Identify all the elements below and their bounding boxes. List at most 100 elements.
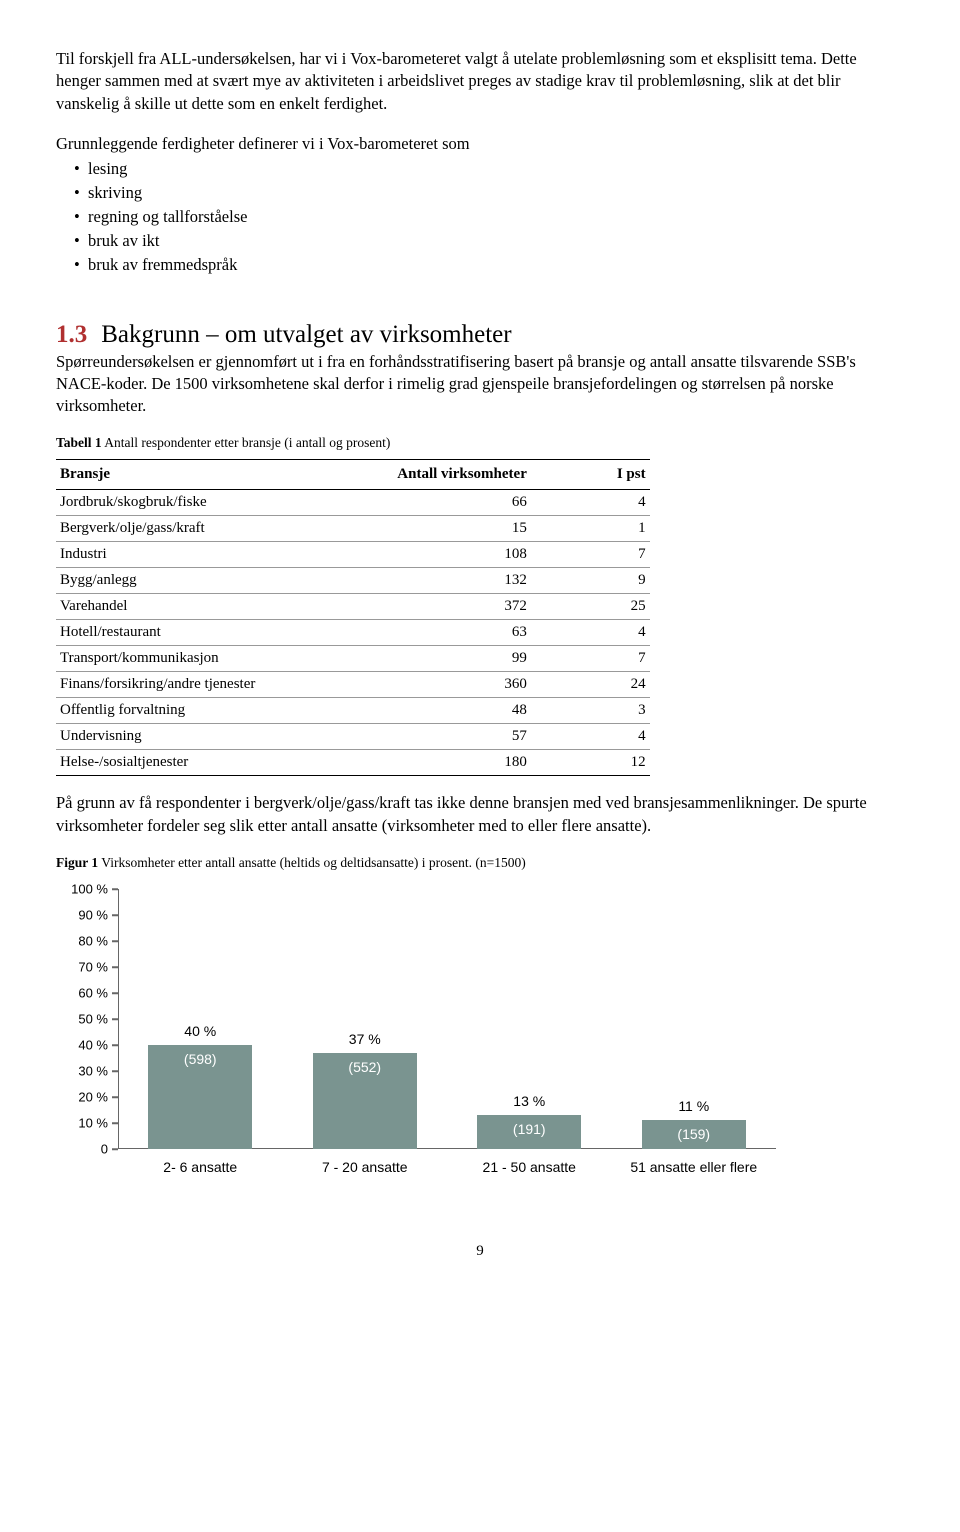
y-tick [112, 1148, 118, 1150]
table-cell: 7 [531, 542, 650, 568]
y-axis-label: 10 % [56, 1116, 108, 1131]
table-cell: 180 [329, 750, 531, 776]
bar-percent-label: 13 % [477, 1093, 581, 1109]
skills-list-item: bruk av fremmedspråk [74, 253, 904, 277]
chart-bar: 37 %(552) [313, 1053, 417, 1149]
post-table-paragraph: På grunn av få respondenter i bergverk/o… [56, 792, 904, 837]
section-body: Spørreundersøkelsen er gjennomført ut i … [56, 351, 904, 418]
y-tick [112, 966, 118, 968]
y-axis-label: 90 % [56, 908, 108, 923]
figure1-chart: 010 %20 %30 %40 %50 %60 %70 %80 %90 %100… [56, 881, 776, 1191]
table-cell: Offentlig forvaltning [56, 698, 329, 724]
table-cell: 372 [329, 594, 531, 620]
table-cell: 3 [531, 698, 650, 724]
y-tick [112, 940, 118, 942]
table-cell: 1 [531, 516, 650, 542]
table-cell: 7 [531, 646, 650, 672]
y-tick [112, 992, 118, 994]
table1-header-bransje: Bransje [56, 460, 329, 490]
table-row: Finans/forsikring/andre tjenester36024 [56, 672, 650, 698]
table-cell: Helse-/sosialtjenester [56, 750, 329, 776]
y-axis-label: 100 % [56, 882, 108, 897]
bar-percent-label: 37 % [313, 1031, 417, 1047]
y-tick [112, 1096, 118, 1098]
table-cell: 99 [329, 646, 531, 672]
chart-bar-rect: 11 %(159) [642, 1120, 746, 1149]
skills-list-item: skriving [74, 181, 904, 205]
section-heading: 1.3 Bakgrunn – om utvalget av virksomhete… [56, 321, 904, 349]
table-cell: 12 [531, 750, 650, 776]
table1-header-pst: I pst [531, 460, 650, 490]
table-cell: 4 [531, 724, 650, 750]
table1: Bransje Antall virksomheter I pst Jordbr… [56, 459, 650, 776]
bar-percent-label: 40 % [148, 1023, 252, 1039]
y-axis-label: 40 % [56, 1038, 108, 1053]
table-cell: Hotell/restaurant [56, 620, 329, 646]
chart-bar: 11 %(159) [642, 1120, 746, 1149]
figure1-caption-rest: Virksomheter etter antall ansatte (helti… [98, 855, 526, 870]
y-axis-label: 70 % [56, 960, 108, 975]
table1-caption: Tabell 1 Antall respondenter etter brans… [56, 435, 904, 451]
table1-caption-bold: Tabell 1 [56, 435, 102, 450]
table-cell: 15 [329, 516, 531, 542]
table-cell: 108 [329, 542, 531, 568]
table-row: Undervisning574 [56, 724, 650, 750]
y-tick [112, 914, 118, 916]
list-intro: Grunnleggende ferdigheter definerer vi i… [56, 133, 904, 155]
table-row: Bergverk/olje/gass/kraft151 [56, 516, 650, 542]
y-axis-label: 0 [56, 1142, 108, 1157]
table-cell: 24 [531, 672, 650, 698]
y-axis-label: 20 % [56, 1090, 108, 1105]
y-tick [112, 888, 118, 890]
skills-list-item: lesing [74, 157, 904, 181]
skills-list: lesingskrivingregning og tallforståelseb… [56, 157, 904, 277]
table-cell: Bygg/anlegg [56, 568, 329, 594]
skills-list-item: bruk av ikt [74, 229, 904, 253]
table-cell: 360 [329, 672, 531, 698]
table1-header-antall: Antall virksomheter [329, 460, 531, 490]
table-row: Hotell/restaurant634 [56, 620, 650, 646]
bar-count-label: (159) [642, 1126, 746, 1142]
table-cell: Bergverk/olje/gass/kraft [56, 516, 329, 542]
table-cell: Finans/forsikring/andre tjenester [56, 672, 329, 698]
chart-bar-rect: 13 %(191) [477, 1115, 581, 1149]
y-axis-label: 80 % [56, 934, 108, 949]
x-axis-label: 7 - 20 ansatte [285, 1159, 445, 1175]
table-cell: Jordbruk/skogbruk/fiske [56, 490, 329, 516]
bar-count-label: (191) [477, 1121, 581, 1137]
bar-percent-label: 11 % [642, 1098, 746, 1114]
table-row: Industri1087 [56, 542, 650, 568]
table-row: Jordbruk/skogbruk/fiske664 [56, 490, 650, 516]
section-number: 1.3 [56, 321, 87, 348]
x-axis-label: 2- 6 ansatte [120, 1159, 280, 1175]
table-row: Varehandel37225 [56, 594, 650, 620]
table-cell: 66 [329, 490, 531, 516]
page-number: 9 [56, 1243, 904, 1260]
section-title: Bakgrunn – om utvalget av virksomheter [101, 321, 511, 348]
y-axis-label: 50 % [56, 1012, 108, 1027]
table-cell: Varehandel [56, 594, 329, 620]
y-tick [112, 1044, 118, 1046]
table1-header-row: Bransje Antall virksomheter I pst [56, 460, 650, 490]
table1-caption-rest: Antall respondenter etter bransje (i ant… [102, 435, 391, 450]
y-tick [112, 1018, 118, 1020]
table-row: Helse-/sosialtjenester18012 [56, 750, 650, 776]
chart-bar: 40 %(598) [148, 1045, 252, 1149]
y-tick [112, 1070, 118, 1072]
table-row: Bygg/anlegg1329 [56, 568, 650, 594]
figure1-caption-bold: Figur 1 [56, 855, 98, 870]
table-cell: 57 [329, 724, 531, 750]
table-cell: 4 [531, 620, 650, 646]
bar-count-label: (552) [313, 1059, 417, 1075]
table-cell: Transport/kommunikasjon [56, 646, 329, 672]
skills-list-item: regning og tallforståelse [74, 205, 904, 229]
table-cell: 132 [329, 568, 531, 594]
table-row: Transport/kommunikasjon997 [56, 646, 650, 672]
x-axis-label: 21 - 50 ansatte [449, 1159, 609, 1175]
y-axis-label: 30 % [56, 1064, 108, 1079]
y-tick [112, 1122, 118, 1124]
table-cell: 4 [531, 490, 650, 516]
intro-paragraph: Til forskjell fra ALL-undersøkelsen, har… [56, 48, 904, 115]
table-cell: 48 [329, 698, 531, 724]
table-cell: Industri [56, 542, 329, 568]
